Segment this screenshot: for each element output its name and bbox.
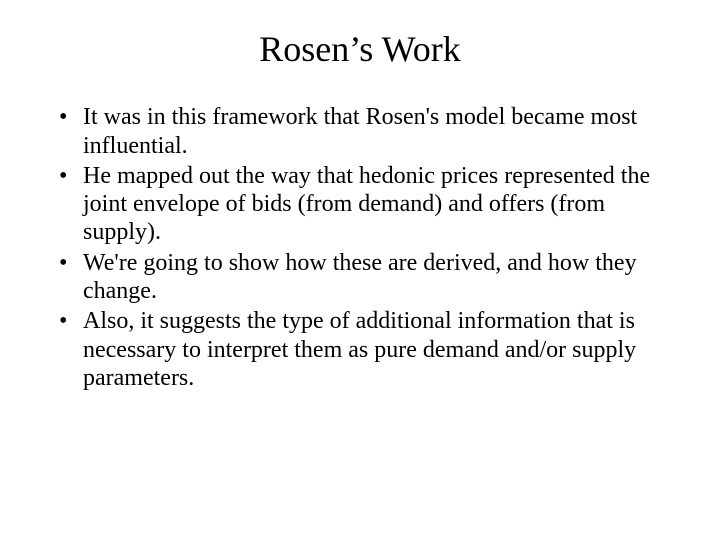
slide: Rosen’s Work It was in this framework th… xyxy=(0,0,720,540)
bullet-list: It was in this framework that Rosen's mo… xyxy=(55,103,665,392)
list-item: He mapped out the way that hedonic price… xyxy=(55,162,665,247)
list-item: We're going to show how these are derive… xyxy=(55,249,665,306)
list-item: It was in this framework that Rosen's mo… xyxy=(55,103,665,160)
slide-title: Rosen’s Work xyxy=(55,28,665,71)
list-item: Also, it suggests the type of additional… xyxy=(55,307,665,392)
